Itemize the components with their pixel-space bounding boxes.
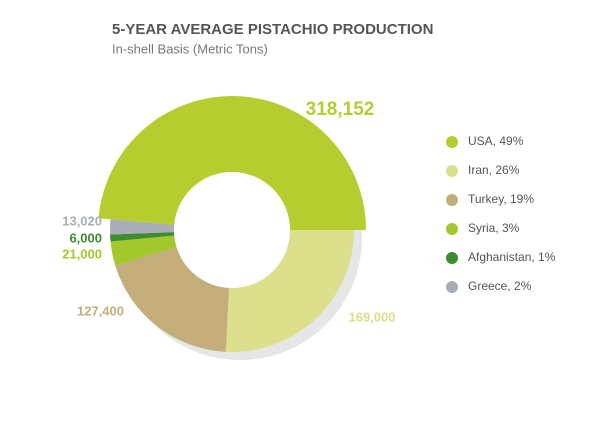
chart-title: 5-YEAR AVERAGE PISTACHIO PRODUCTION	[112, 21, 433, 38]
legend-swatch	[446, 223, 458, 235]
legend-swatch	[446, 252, 458, 264]
donut-slice	[115, 246, 230, 352]
legend-label: Turkey, 19%	[468, 192, 534, 206]
donut-hole	[174, 172, 290, 288]
legend-label: Syria, 3%	[468, 221, 520, 235]
data-label: 21,000	[62, 246, 102, 261]
data-label: 127,400	[77, 303, 124, 318]
legend-label: Afghanistan, 1%	[468, 250, 556, 264]
donut-slice	[98, 96, 366, 231]
legend-swatch	[446, 165, 458, 177]
legend-label: Iran, 26%	[468, 163, 520, 177]
data-label: 6,000	[69, 230, 102, 245]
legend-label: Greece, 2%	[468, 279, 532, 293]
data-label: 13,020	[62, 213, 102, 228]
legend-swatch	[446, 281, 458, 293]
chart-subtitle: In-shell Basis (Metric Tons)	[112, 41, 268, 56]
legend-swatch	[446, 136, 458, 148]
donut-slice	[225, 230, 354, 352]
legend-label: USA, 49%	[468, 134, 524, 148]
donut-slice	[110, 235, 177, 266]
data-label: 169,000	[349, 309, 396, 324]
donut-slice	[109, 219, 175, 235]
legend-swatch	[446, 194, 458, 206]
donut-slice	[110, 232, 175, 242]
data-label: 318,152	[306, 99, 375, 120]
